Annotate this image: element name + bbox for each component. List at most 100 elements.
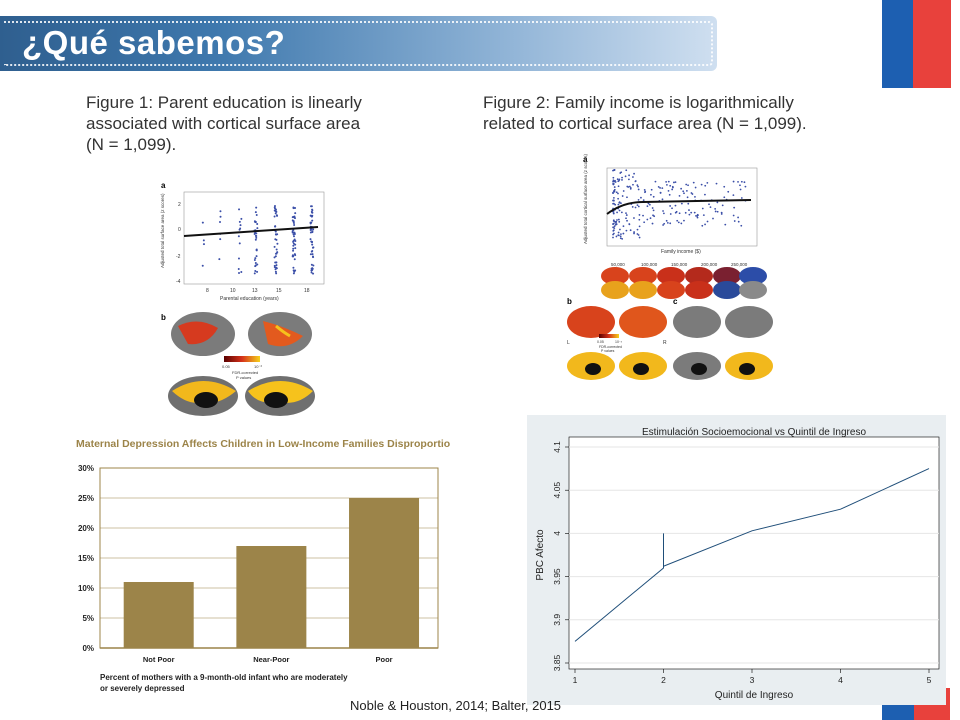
figure2-scatter-point [702,214,705,217]
figure1-scatter-point [293,217,296,220]
figure1-scatter-point [237,267,240,270]
figure1-scatter-point [218,258,221,261]
figure2-scatter-point [740,224,743,227]
figure2-scatter-point [716,201,719,204]
figure2-scatter-point [625,169,628,172]
figure2-caption: Figure 2: Family income is logarithmical… [483,92,807,134]
figure2-scatter-point [621,195,624,197]
figure1-scatter-point [219,238,222,241]
figure2-scatter-point [650,193,652,196]
figure2-scatter-point [694,186,697,189]
figure1-scatter-point [294,206,297,209]
figure2-scatter-point [693,211,696,214]
figure1-scatter-point [255,206,258,209]
figure2-scatter-point [712,217,714,220]
figure1-panel-a-label: a [161,181,166,190]
figure2-scatter-point [616,178,619,181]
figure2-scatter-point [612,191,614,194]
figure2-scatter-point [694,195,696,198]
figure2-scatter-point [708,203,710,206]
figure1-scatter-point [309,253,312,256]
figure2-legend-label: P values [601,349,615,353]
figure2-scatter-point [642,199,645,202]
figure2-panel-c-label: c [673,297,678,306]
figure1-legend-label: P values [236,375,251,380]
figure1-scatter-point [293,270,296,273]
figure2-scatter-point [643,189,646,191]
figure2-scatter-point [612,222,615,225]
figure1-scatter-point [274,252,277,255]
depression-chart-caption-line1: Percent of mothers with a 9-month-old in… [100,673,348,682]
figure1-scatter-point [292,247,295,250]
figure2-scatter-point [628,223,631,225]
depression-chart-title: Maternal Depression Affects Children in … [76,438,450,450]
figure2-scatter-point [612,176,615,179]
figure2-scatter-point [683,192,685,195]
figure1-scatter-point [276,242,279,245]
figure1-scatter-point [274,268,277,271]
figure2-scatter-point [733,206,736,209]
figure1-scatter-point [238,208,241,211]
figure2-scatter-point [687,202,690,205]
figure2-scatter-point [625,217,627,220]
figure1-ytick: 0 [178,227,181,233]
figure2-scatter-point [740,180,743,183]
figure2-scatter-point [700,183,703,186]
figure2-scatter-point [682,190,685,193]
figure2-scatter-point [659,192,662,194]
figure2-scatter-point [662,210,664,212]
figure2-scatter-point [667,180,670,183]
figure2-legend-high: 10⁻³ [615,340,623,344]
figure1-scatter-point [311,219,314,222]
depression-chart-ytick: 15% [78,554,94,563]
figure2-xlabel: Family income ($) [661,249,701,255]
figure1-scatter-point [310,263,313,266]
figure2-scatter-point [646,205,649,208]
figure2-scatter-point [625,214,628,216]
figure1-scatter-point [237,257,240,260]
figure1-scatter-point [294,239,297,242]
figure1-scatter-plot [183,191,325,285]
figure1-scatter-point [311,214,314,217]
depression-chart-bar [236,546,307,648]
figure1-scatter-point [275,264,278,267]
figure2-scatter-point [674,181,677,184]
figure2-scatter-point [638,214,641,216]
figure1-scatter-point [201,264,204,267]
figure2-scatter-point [612,212,615,214]
figure1-scatter-point [310,250,313,253]
figure2-scatter-point [696,216,699,219]
figure2-scatter-point [701,207,704,210]
figure1-scatter-point [276,233,279,236]
figure2-scatter-point [612,226,614,229]
depression-chart-category-label: Not Poor [143,655,175,664]
figure1-scatter-point [292,242,295,245]
figure1-scatter-point [255,255,258,258]
figure2-scatter-point [636,233,639,235]
depression-chart-categories: Not Poor Near-Poor Poor [143,655,393,664]
figure2-scatter-point [634,206,637,209]
figure2-scatter-point [651,207,654,209]
figure1-scatter-point [275,272,278,275]
ses-chart-xtick: 1 [573,675,578,685]
ses-chart-xlabel: Quintil de Ingreso [715,690,794,701]
depression-chart-bars [123,498,420,648]
figure2-scatter-point [701,224,704,227]
figure1-scatter-point [256,270,259,273]
figure1-ylabel: Adjusted total surface area (z scores) [160,193,165,268]
figure2-scatter-point [657,185,660,188]
ses-line-chart: Estimulación Socioemocional vs Quintil d… [527,415,946,705]
figure1-legend-high: 10⁻³ [254,364,263,369]
figure1-scatter-point [274,270,277,273]
figure1-scatter-point [311,269,314,272]
depression-chart-ytick: 5% [82,614,94,623]
figure2-scatter-point [743,181,746,184]
figure1-scatter-point [218,220,221,223]
figure2-hemi-right: R [663,340,667,346]
figure2-scatter-point [613,188,616,191]
figure2-scatter-point [629,229,632,232]
figure1-scatter-point [273,215,276,218]
ses-chart-xtick: 4 [838,675,843,685]
figure2-scatter-point [647,202,650,205]
figure1-scatter-point [256,222,259,225]
